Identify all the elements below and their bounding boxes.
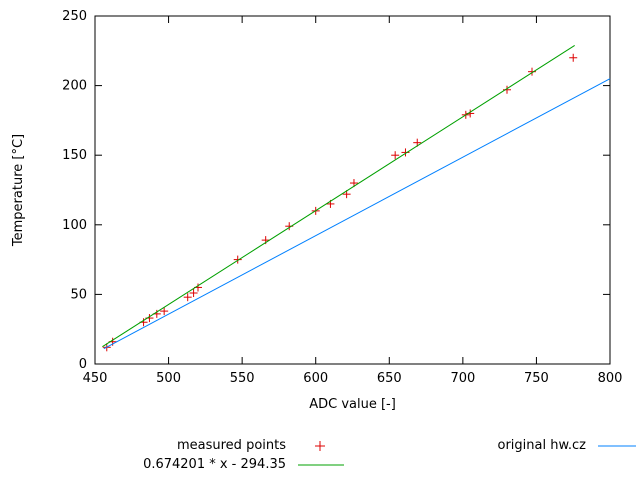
y-tick-label: 0 <box>79 357 87 372</box>
x-tick-label: 750 <box>524 371 549 386</box>
legend-label-fit-line: 0.674201 * x - 294.35 <box>143 457 286 472</box>
x-tick-label: 550 <box>230 371 255 386</box>
y-tick-label: 50 <box>70 287 87 302</box>
x-axis-title: ADC value [-] <box>309 397 396 412</box>
y-tick-label: 150 <box>62 148 87 163</box>
y-tick-label: 200 <box>62 79 87 94</box>
legend-left-column: measured points 0.674201 * x - 294.35 <box>0 436 346 474</box>
legend-right-column: original hw.cz <box>497 436 638 455</box>
x-tick-label: 800 <box>598 371 623 386</box>
plot-border <box>94 15 611 365</box>
legend-marker-original-hwcz <box>598 445 636 446</box>
legend-entry-original-hwcz: original hw.cz <box>497 436 638 455</box>
x-tick-label: 650 <box>377 371 402 386</box>
x-tick-label: 500 <box>156 371 181 386</box>
legend-entry-measured-points: measured points <box>0 436 346 455</box>
y-axis-title: Temperature [°C] <box>11 134 26 247</box>
legend-marker-fit-line <box>298 464 344 465</box>
reference-line <box>103 78 611 350</box>
legend-label-measured-points: measured points <box>176 438 286 453</box>
temperature-adc-chart: 450 500 550 600 650 700 750 800 0 50 100 150 200 250 A… <box>11 9 623 412</box>
y-tick-label: 100 <box>62 218 87 233</box>
x-tick-label: 600 <box>303 371 328 386</box>
x-tick-label: 450 <box>83 371 108 386</box>
x-tick-label: 700 <box>450 371 475 386</box>
fit-line <box>102 45 575 348</box>
legend-label-original-hwcz: original hw.cz <box>497 438 586 453</box>
y-tick-label: 250 <box>62 9 87 24</box>
legend-marker-measured-points <box>315 440 325 451</box>
legend-entry-fit-line: 0.674201 * x - 294.35 <box>0 455 346 474</box>
